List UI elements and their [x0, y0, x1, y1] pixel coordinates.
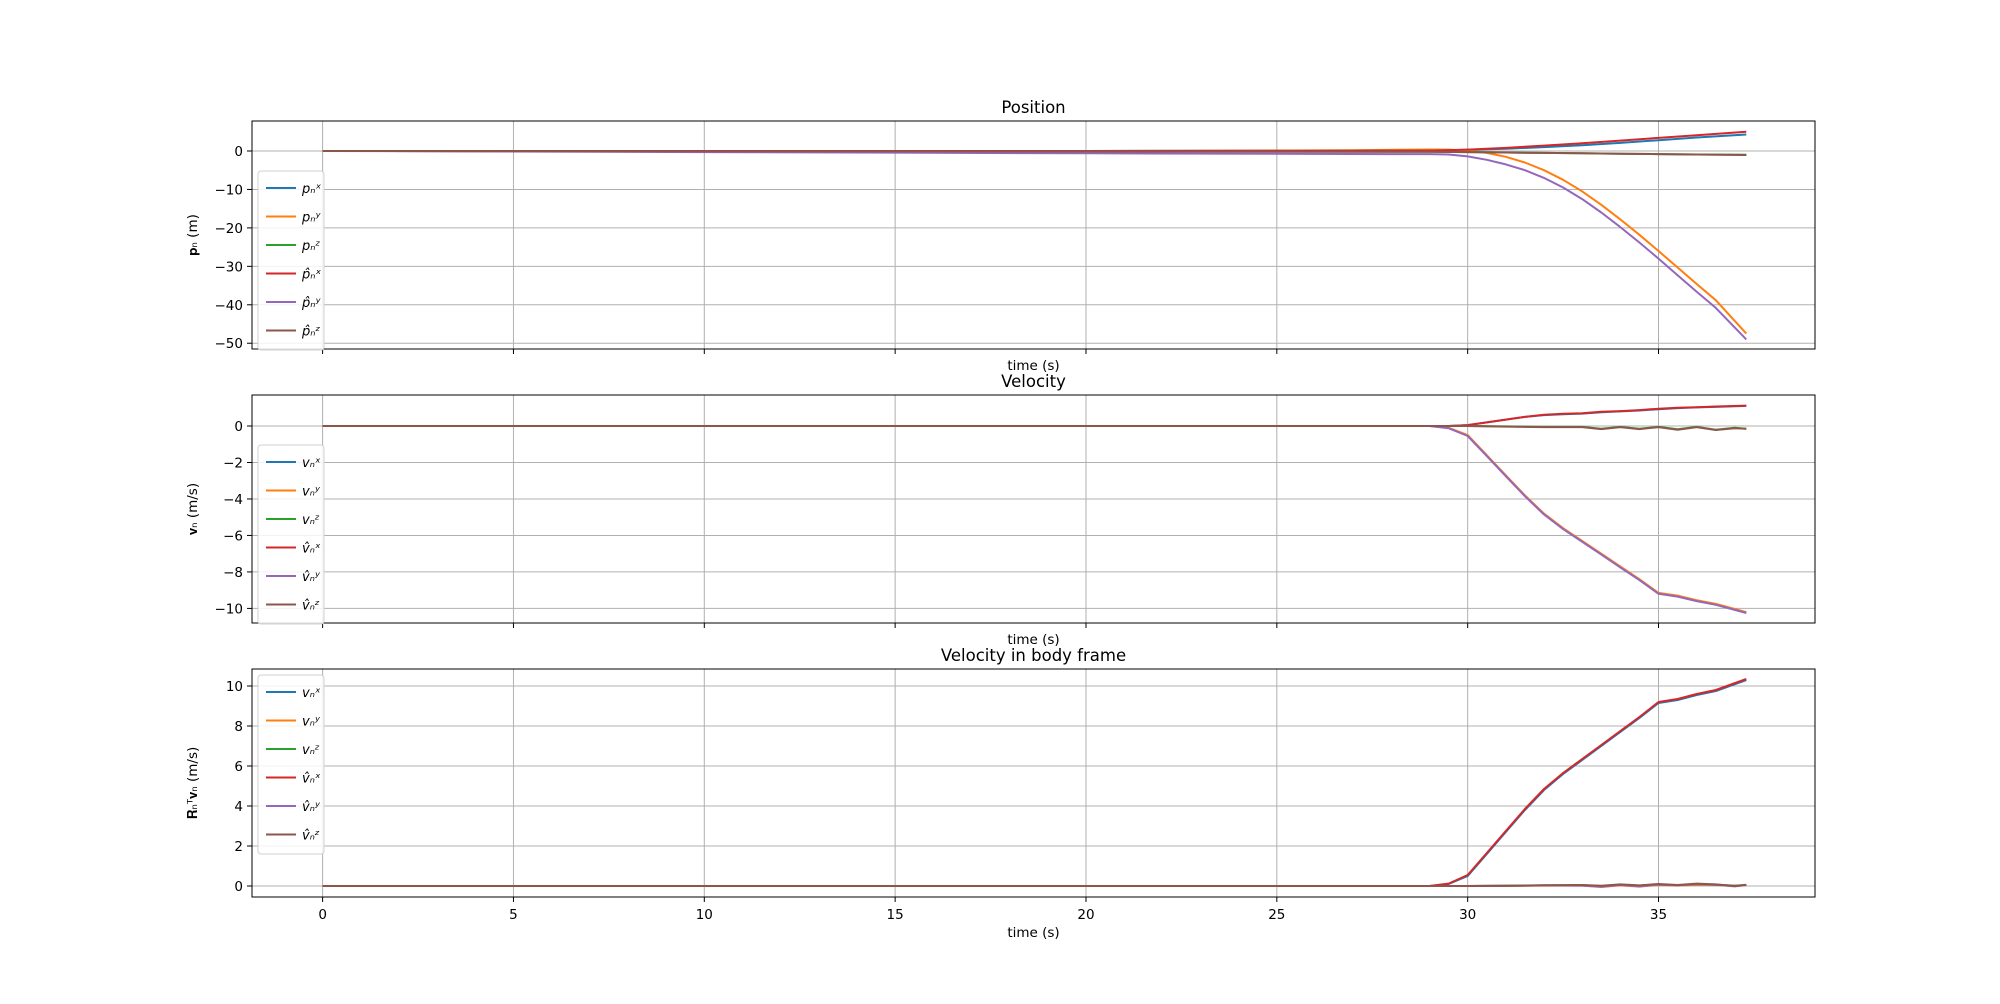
position-y-tick-label: −50 — [215, 336, 244, 352]
body-velocity-legend-label-2: vₙᶻ — [302, 743, 320, 758]
body-velocity-y-tick-label: 6 — [234, 759, 243, 775]
velocity-legend-label-1: vₙʸ — [302, 485, 321, 500]
body-velocity-series — [322, 678, 1747, 888]
velocity-xlabel: time (s) — [1007, 632, 1059, 648]
position-y-tick-label: −30 — [215, 259, 244, 275]
body-velocity-legend-label-0: vₙˣ — [302, 686, 321, 701]
body-velocity-y-tick-label: 8 — [234, 719, 243, 735]
velocity-y-tick-label: −2 — [223, 455, 243, 471]
velocity-plot-frame — [251, 394, 1816, 624]
velocity-legend-label-0: vₙˣ — [302, 456, 321, 471]
position-xlabel: time (s) — [1007, 358, 1059, 374]
velocity-panel: Velocity time (s) 𝐯ₙ (m/s) 0 −2 −4 −6 −8 −10 v… — [185, 372, 1816, 648]
velocity-x-ticks — [322, 623, 1660, 628]
velocity-series — [322, 404, 1747, 614]
body-velocity-series-line-3 — [322, 678, 1747, 887]
body-velocity-x-tick-label: 35 — [1650, 907, 1667, 923]
velocity-y-tick-label: −6 — [223, 528, 243, 544]
position-panel: Position time (s) 𝐩ₙ (m) 0 −10 −20 −30 −40 −5… — [185, 98, 1816, 374]
body-velocity-x-tick-label: 0 — [318, 907, 327, 923]
body-velocity-series-line-5 — [322, 882, 1747, 887]
position-x-ticks — [322, 349, 1660, 354]
velocity-legend-label-3: v̂ₙˣ — [302, 542, 321, 557]
position-y-tick-label: 0 — [234, 144, 243, 160]
body-velocity-y-tick-label: 10 — [226, 679, 243, 695]
position-title: Position — [1001, 98, 1065, 117]
position-legend-label-0: pₙˣ — [301, 182, 321, 197]
body-velocity-legend-label-5: v̂ₙᶻ — [302, 829, 320, 844]
body-velocity-ylabel: 𝐑ₙᵀ𝐯ₙ (m/s) — [185, 747, 201, 820]
body-velocity-series-line-0 — [322, 679, 1747, 887]
velocity-y-ticks: 0 −2 −4 −6 −8 −10 — [215, 419, 252, 617]
body-velocity-legend: vₙˣ vₙʸ vₙᶻ v̂ₙˣ v̂ₙʸ v̂ₙᶻ — [257, 674, 325, 855]
body-velocity-y-tick-label: 4 — [234, 799, 243, 815]
position-y-tick-label: −20 — [215, 221, 244, 237]
velocity-y-tick-label: −4 — [223, 492, 243, 508]
velocity-grid — [252, 395, 1815, 623]
position-legend: pₙˣ pₙʸ pₙᶻ p̂ₙˣ p̂ₙʸ p̂ₙᶻ — [257, 170, 325, 351]
position-legend-label-3: p̂ₙˣ — [301, 268, 321, 283]
velocity-legend-label-2: vₙᶻ — [302, 513, 320, 528]
position-legend-label-2: pₙᶻ — [301, 239, 320, 254]
body-velocity-x-tick-label: 25 — [1268, 907, 1285, 923]
body-velocity-x-tick-label: 20 — [1077, 907, 1094, 923]
velocity-series-line-1 — [322, 425, 1747, 614]
body-velocity-y-tick-label: 0 — [234, 879, 243, 895]
velocity-y-tick-label: 0 — [234, 419, 243, 435]
position-y-tick-label: −40 — [215, 298, 244, 314]
body-velocity-x-ticks: 0 5 10 15 20 25 30 35 — [318, 897, 1667, 923]
position-series-line-0 — [322, 133, 1747, 152]
body-velocity-legend-label-4: v̂ₙʸ — [302, 800, 321, 815]
body-velocity-x-tick-label: 30 — [1459, 907, 1476, 923]
position-grid — [252, 121, 1815, 349]
body-velocity-x-tick-label: 15 — [887, 907, 904, 923]
position-ylabel: 𝐩ₙ (m) — [185, 214, 201, 256]
position-y-ticks: 0 −10 −20 −30 −40 −50 — [215, 144, 252, 352]
position-series-line-5 — [322, 150, 1747, 156]
position-series — [322, 130, 1748, 341]
position-legend-label-1: pₙʸ — [301, 211, 321, 226]
velocity-legend-label-4: v̂ₙʸ — [302, 570, 321, 585]
velocity-title: Velocity — [1001, 372, 1066, 391]
velocity-ylabel: 𝐯ₙ (m/s) — [185, 483, 201, 535]
velocity-legend-label-5: v̂ₙᶻ — [302, 599, 320, 614]
velocity-legend: vₙˣ vₙʸ vₙᶻ v̂ₙˣ v̂ₙʸ v̂ₙᶻ — [257, 444, 325, 625]
body-velocity-y-ticks: 0 2 4 6 8 10 — [226, 679, 252, 895]
body-velocity-legend-label-3: v̂ₙˣ — [302, 772, 321, 787]
velocity-series-line-5 — [322, 425, 1747, 431]
velocity-y-tick-label: −10 — [215, 601, 244, 617]
velocity-series-line-4 — [322, 425, 1747, 614]
position-legend-label-5: p̂ₙᶻ — [301, 325, 320, 340]
body-velocity-plot-frame — [251, 668, 1816, 898]
body-velocity-legend-box — [257, 674, 325, 855]
position-plot-frame — [251, 120, 1816, 350]
body-velocity-x-tick-label: 10 — [696, 907, 713, 923]
body-velocity-xlabel: time (s) — [1007, 925, 1059, 941]
position-legend-box — [257, 170, 325, 351]
body-velocity-title: Velocity in body frame — [941, 646, 1126, 665]
body-velocity-panel: Velocity in body frame time (s) 𝐑ₙᵀ𝐯ₙ (m… — [185, 646, 1816, 941]
position-series-line-1 — [322, 148, 1748, 335]
body-velocity-legend-label-1: vₙʸ — [302, 715, 321, 730]
velocity-series-line-3 — [322, 404, 1747, 427]
position-y-tick-label: −10 — [215, 182, 244, 198]
body-velocity-grid — [252, 669, 1815, 897]
velocity-legend-box — [257, 444, 325, 625]
position-legend-label-4: p̂ₙʸ — [301, 296, 321, 311]
body-velocity-y-tick-label: 2 — [234, 839, 243, 855]
velocity-y-tick-label: −8 — [223, 565, 243, 581]
position-series-line-4 — [322, 150, 1748, 341]
body-velocity-x-tick-label: 5 — [509, 907, 518, 923]
